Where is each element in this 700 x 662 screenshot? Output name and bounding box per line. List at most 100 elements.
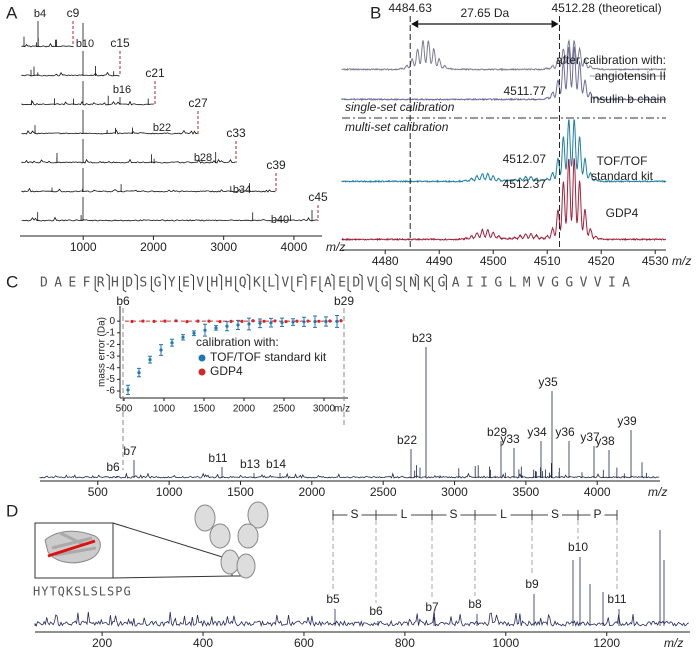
point: [240, 319, 244, 323]
point: [159, 348, 163, 352]
point: [203, 328, 207, 332]
x-tick-label: 500: [116, 404, 133, 415]
cleavage-mark: [235, 276, 239, 293]
x-tick-label: 2500: [370, 485, 397, 499]
residue-label: S: [350, 507, 358, 521]
legend-swatch: [198, 354, 206, 362]
x-tick-label: 3000: [313, 404, 336, 415]
peptide-sequence: HYTQKSLSLSPG: [33, 585, 132, 599]
point: [302, 320, 306, 324]
ion-label: y36: [555, 425, 575, 439]
peak-label: 4512.28 (theoretical): [552, 1, 662, 15]
x-tick-label: 1000: [492, 636, 519, 650]
ion-label: b13: [240, 457, 260, 471]
peak-label: 4511.77: [504, 84, 547, 98]
b-ion-label: b10: [76, 38, 94, 50]
ion-label: b7: [123, 444, 137, 458]
b-ion-label: b40: [271, 214, 289, 226]
point: [185, 320, 189, 324]
ion-label: b8: [468, 597, 482, 611]
point: [130, 319, 134, 324]
residue-label: L: [401, 507, 408, 521]
cleavage-mark: [150, 276, 155, 293]
x-tick-label: 3500: [513, 485, 540, 499]
cleavage-mark: [319, 276, 324, 293]
point: [229, 319, 233, 323]
x-tick-label: 2000: [140, 240, 167, 254]
x-tick-label: 3000: [441, 485, 468, 499]
point: [174, 319, 178, 323]
trace-name: standard kit: [591, 169, 654, 183]
x-tick-label: 4490: [426, 254, 453, 268]
spectrum-trace: [21, 21, 84, 48]
axis-unit: m/z: [326, 240, 345, 254]
ion-label: y38: [595, 434, 615, 448]
ion-label: b23: [412, 331, 432, 345]
panel-label: A: [6, 3, 18, 22]
ion-label: b22: [397, 433, 417, 447]
ion-label: b6: [369, 604, 383, 618]
point: [284, 319, 288, 324]
ion-label: b6: [106, 460, 120, 474]
ion-label: b11: [208, 451, 227, 465]
y-tick-label: -1: [106, 327, 115, 338]
point: [218, 319, 222, 324]
cleavage-mark: [330, 273, 335, 290]
x-tick-label: 2000: [298, 485, 325, 499]
spectrum-trace: [21, 51, 120, 77]
cleavage-mark: [415, 273, 419, 290]
trace-header: after calibration with:: [556, 53, 666, 67]
spectrum-trace: [21, 139, 236, 164]
cleavage-mark: [386, 273, 391, 290]
cleavage-mark: [207, 276, 211, 293]
ion-label: y37: [580, 430, 600, 444]
x-tick-label: 500: [88, 485, 108, 499]
peak-label: 4512.07: [503, 152, 547, 166]
point: [251, 319, 255, 323]
cleavage-mark: [375, 276, 380, 293]
x-tick-label: 4510: [534, 254, 561, 268]
ion-label: y33: [500, 432, 520, 446]
ion-label: b11: [607, 592, 626, 606]
cleavage-mark: [403, 276, 408, 293]
point: [339, 319, 343, 323]
c-ion-label: c15: [110, 36, 130, 50]
ion-label: b14: [266, 457, 286, 471]
panel-label: C: [6, 272, 18, 291]
peptide-sequence: DAEFRHDSGYEVHHQKLVFFAEDVGSNKGAIIGLMVGGVV…: [40, 276, 630, 291]
calibration-label: single-set calibration: [345, 100, 455, 114]
point: [247, 322, 251, 326]
y-tick-label: -4: [106, 362, 115, 373]
c-ion-label: c33: [226, 126, 246, 140]
point: [192, 331, 196, 335]
point: [273, 319, 277, 323]
ion-label: b9: [525, 577, 539, 591]
x-tick-label: 1500: [193, 404, 216, 415]
cleavage-mark: [302, 273, 307, 290]
legend-label: GDP4: [210, 364, 243, 378]
point: [335, 319, 339, 324]
axis-unit: m/z: [334, 404, 350, 415]
point: [126, 388, 130, 392]
point: [181, 335, 185, 339]
b-ion-label: b4: [34, 8, 46, 20]
trace-name: TOF/TOF: [597, 154, 648, 168]
cleavage-mark: [122, 276, 127, 293]
peak-label: 4512.37: [503, 177, 547, 191]
x-tick-label: 3000: [210, 240, 237, 254]
x-tick-label: 1200: [593, 636, 620, 650]
x-tick-label: 1000: [153, 404, 176, 415]
c-ion-label: c27: [188, 96, 208, 110]
x-tick-label: 4500: [480, 254, 507, 268]
cleavage-mark: [246, 273, 251, 290]
b-ion-label: b16: [113, 84, 131, 96]
y-tick-label: -2: [106, 339, 115, 350]
spectrum-trace: [21, 110, 198, 135]
x-tick-label: 2500: [273, 404, 296, 415]
cleavage-mark: [134, 273, 138, 290]
point: [225, 324, 229, 328]
point: [258, 321, 262, 325]
spectrum-trace: [341, 46, 667, 102]
point: [328, 319, 332, 323]
